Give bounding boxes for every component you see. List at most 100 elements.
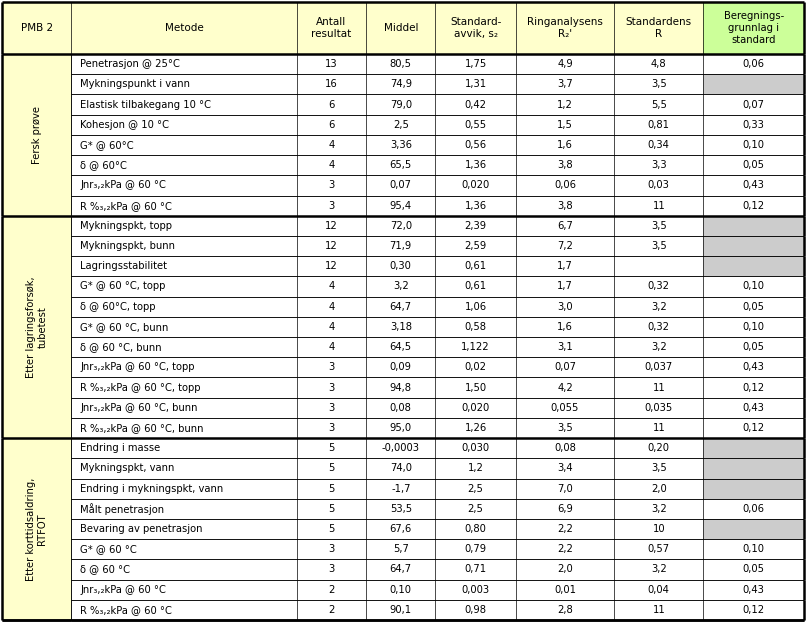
- Bar: [71, 397, 297, 418]
- Bar: [704, 337, 804, 357]
- Text: Metode: Metode: [164, 23, 203, 33]
- Text: 0,06: 0,06: [554, 180, 576, 190]
- Bar: [516, 418, 614, 438]
- Bar: [297, 297, 366, 317]
- Bar: [704, 297, 804, 317]
- Text: 5,7: 5,7: [393, 544, 409, 554]
- Text: 1,36: 1,36: [464, 201, 487, 211]
- Text: 0,79: 0,79: [464, 544, 487, 554]
- Text: 3,3: 3,3: [651, 160, 667, 170]
- Text: 0,037: 0,037: [645, 363, 673, 373]
- Bar: [297, 539, 366, 559]
- Bar: [704, 580, 804, 600]
- Bar: [297, 95, 366, 114]
- Text: Endring i mykningspkt, vann: Endring i mykningspkt, vann: [81, 484, 223, 494]
- Text: Elastisk tilbakegang 10 °C: Elastisk tilbakegang 10 °C: [81, 100, 211, 109]
- Bar: [614, 397, 704, 418]
- Bar: [297, 378, 366, 397]
- Text: 0,10: 0,10: [743, 140, 765, 150]
- Text: 1,36: 1,36: [464, 160, 487, 170]
- Bar: [704, 114, 804, 135]
- Text: 95,4: 95,4: [390, 201, 412, 211]
- Text: Etter lagringsforsøk,
tubetest: Etter lagringsforsøk, tubetest: [26, 276, 48, 378]
- Text: 3,0: 3,0: [557, 302, 573, 312]
- Bar: [614, 54, 704, 74]
- Text: 5,5: 5,5: [651, 100, 667, 109]
- Bar: [366, 499, 435, 519]
- Text: Kohesjon @ 10 °C: Kohesjon @ 10 °C: [81, 120, 169, 130]
- Bar: [435, 580, 516, 600]
- Bar: [516, 600, 614, 620]
- Text: 0,035: 0,035: [645, 403, 673, 413]
- Bar: [435, 559, 516, 580]
- Bar: [297, 438, 366, 458]
- Bar: [435, 600, 516, 620]
- Text: 65,5: 65,5: [389, 160, 412, 170]
- Bar: [71, 155, 297, 175]
- Bar: [614, 276, 704, 297]
- Text: 0,08: 0,08: [390, 403, 412, 413]
- Text: -0,0003: -0,0003: [382, 443, 420, 453]
- Text: Jnr₃,₂kPa @ 60 °C, topp: Jnr₃,₂kPa @ 60 °C, topp: [81, 363, 195, 373]
- Text: Etter korttidsaldring,
RTFOT: Etter korttidsaldring, RTFOT: [26, 477, 48, 581]
- Text: Middel: Middel: [384, 23, 418, 33]
- Text: Bevaring av penetrasjon: Bevaring av penetrasjon: [81, 524, 203, 534]
- Bar: [71, 438, 297, 458]
- Bar: [71, 580, 297, 600]
- Bar: [614, 458, 704, 478]
- Text: 0,10: 0,10: [743, 544, 765, 554]
- Text: 3,7: 3,7: [557, 80, 573, 90]
- Text: 1,50: 1,50: [464, 383, 487, 392]
- Bar: [704, 317, 804, 337]
- Text: 6: 6: [328, 120, 334, 130]
- Text: 1,2: 1,2: [557, 100, 573, 109]
- Bar: [366, 519, 435, 539]
- Text: Jnr₃,₂kPa @ 60 °C: Jnr₃,₂kPa @ 60 °C: [81, 585, 166, 595]
- Text: 4,8: 4,8: [651, 59, 667, 69]
- Text: 16: 16: [325, 80, 338, 90]
- Bar: [516, 2, 614, 54]
- Text: 74,0: 74,0: [390, 463, 412, 473]
- Text: 72,0: 72,0: [390, 221, 412, 231]
- Bar: [297, 155, 366, 175]
- Text: 0,05: 0,05: [743, 160, 765, 170]
- Bar: [297, 54, 366, 74]
- Text: 0,57: 0,57: [648, 544, 670, 554]
- Text: Standardens
R: Standardens R: [625, 17, 692, 39]
- Text: 3: 3: [328, 363, 334, 373]
- Bar: [366, 114, 435, 135]
- Bar: [704, 2, 804, 54]
- Text: PMB 2: PMB 2: [21, 23, 52, 33]
- Bar: [435, 519, 516, 539]
- Text: 13: 13: [325, 59, 338, 69]
- Bar: [614, 195, 704, 216]
- Text: 6: 6: [328, 100, 334, 109]
- Bar: [516, 276, 614, 297]
- Text: 0,05: 0,05: [743, 342, 765, 352]
- Bar: [614, 317, 704, 337]
- Text: 3: 3: [328, 180, 334, 190]
- Bar: [366, 397, 435, 418]
- Bar: [297, 519, 366, 539]
- Bar: [71, 135, 297, 155]
- Bar: [366, 600, 435, 620]
- Text: 94,8: 94,8: [390, 383, 412, 392]
- Bar: [71, 297, 297, 317]
- Text: 4,2: 4,2: [557, 383, 573, 392]
- Text: 3: 3: [328, 544, 334, 554]
- Bar: [297, 195, 366, 216]
- Bar: [71, 378, 297, 397]
- Text: 1,2: 1,2: [467, 463, 484, 473]
- Text: 80,5: 80,5: [390, 59, 412, 69]
- Bar: [366, 256, 435, 276]
- Text: 12: 12: [325, 261, 338, 271]
- Text: Mykningspunkt i vann: Mykningspunkt i vann: [81, 80, 190, 90]
- Text: R %₃,₂kPa @ 60 °C, bunn: R %₃,₂kPa @ 60 °C, bunn: [81, 423, 204, 433]
- Text: R %₃,₂kPa @ 60 °C, topp: R %₃,₂kPa @ 60 °C, topp: [81, 383, 201, 392]
- Bar: [71, 175, 297, 195]
- Text: Lagringsstabilitet: Lagringsstabilitet: [81, 261, 168, 271]
- Bar: [516, 337, 614, 357]
- Bar: [704, 600, 804, 620]
- Text: 7,2: 7,2: [557, 241, 573, 251]
- Bar: [704, 418, 804, 438]
